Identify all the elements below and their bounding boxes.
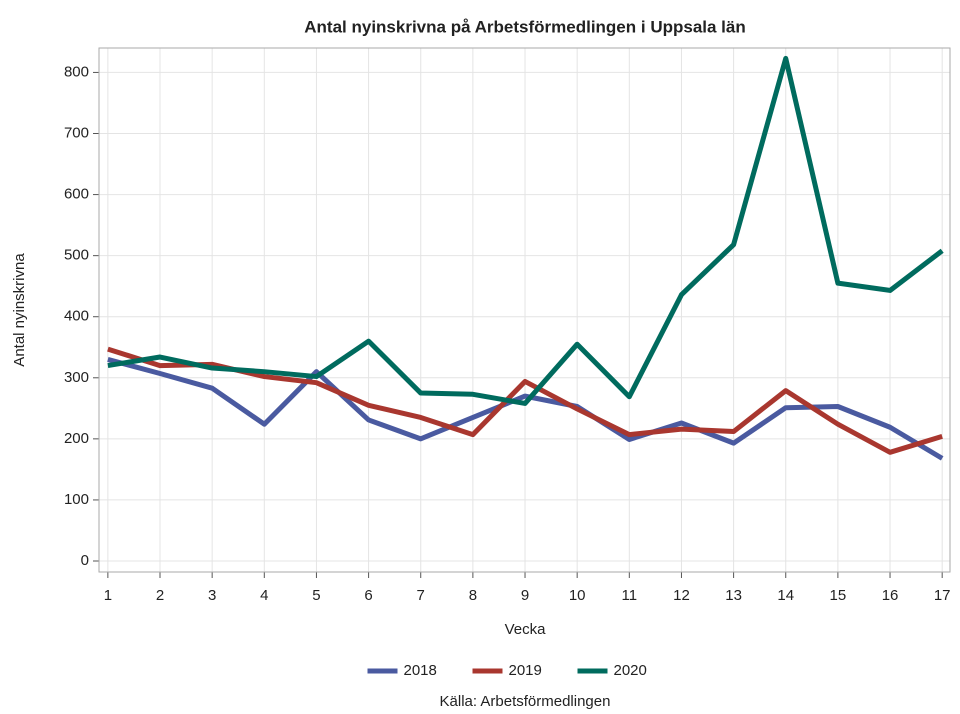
x-tick-label: 16	[882, 587, 899, 604]
y-tick-label: 300	[64, 369, 89, 386]
x-tick-label: 1	[104, 587, 112, 604]
chart-title: Antal nyinskrivna på Arbetsförmedlingen …	[304, 17, 745, 36]
series-line	[107, 55, 944, 406]
legend-label: 2020	[614, 662, 647, 679]
y-tick-label: 200	[64, 430, 89, 447]
x-tick-label: 14	[777, 587, 794, 604]
y-tick-label: 500	[64, 247, 89, 264]
x-tick-label: 8	[469, 587, 477, 604]
x-tick-label: 12	[673, 587, 690, 604]
x-tick-label: 3	[208, 587, 216, 604]
x-tick-label: 15	[830, 587, 847, 604]
x-tick-label: 7	[417, 587, 425, 604]
y-tick-label: 0	[81, 552, 89, 569]
x-tick-label: 13	[725, 587, 742, 604]
y-tick-label: 800	[64, 63, 89, 80]
source: Källa: Arbetsförmedlingen	[440, 693, 611, 710]
x-axis-label: Vecka	[505, 621, 547, 638]
plot-frame	[98, 47, 951, 573]
legend-label: 2019	[509, 662, 542, 679]
y-tick-label: 400	[64, 308, 89, 325]
x-tick-label: 6	[364, 587, 372, 604]
y-tick-label: 700	[64, 124, 89, 141]
y-axis-label: Antal nyinskrivna	[11, 253, 28, 367]
x-tick-label: 10	[569, 587, 586, 604]
y-tick-label: 100	[64, 491, 89, 508]
x-tick-label: 5	[312, 587, 320, 604]
x-tick-label: 4	[260, 587, 268, 604]
legend-label: 2018	[404, 662, 437, 679]
x-tick-label: 9	[521, 587, 529, 604]
x-tick-label: 17	[934, 587, 951, 604]
series-line	[107, 357, 944, 461]
x-tick-label: 2	[156, 587, 164, 604]
y-tick-label: 600	[64, 186, 89, 203]
x-tick-label: 11	[622, 587, 638, 604]
